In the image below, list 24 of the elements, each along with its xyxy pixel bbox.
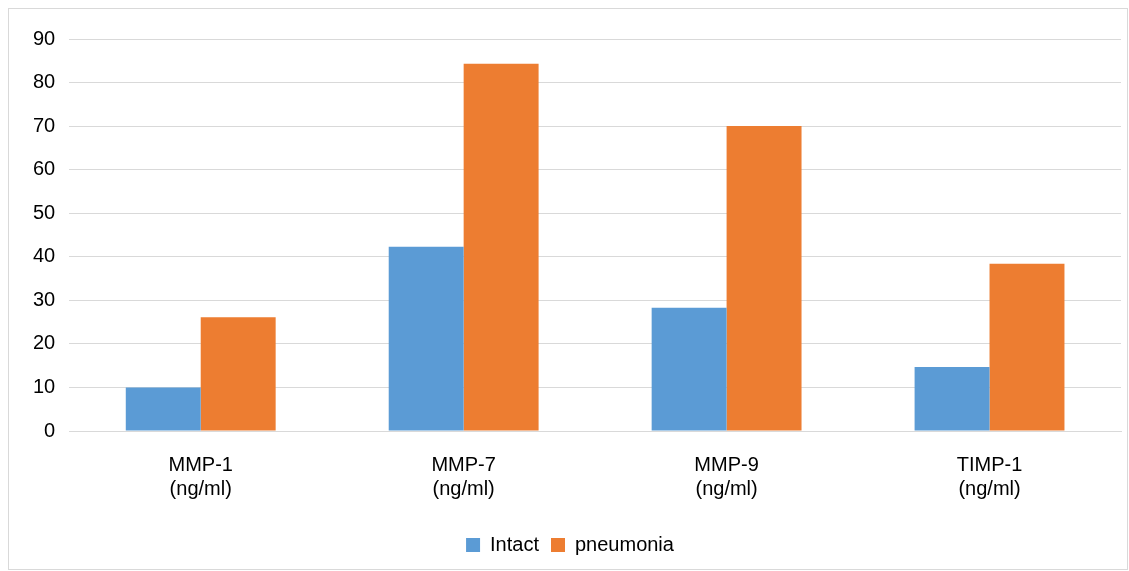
- y-tick-label: 70: [33, 113, 56, 136]
- legend-label: Intact: [490, 532, 540, 555]
- bar: [125, 387, 201, 431]
- y-tick-label: 20: [33, 331, 56, 354]
- y-tick-label: 10: [33, 374, 56, 397]
- bar: [726, 126, 802, 431]
- bar: [200, 317, 276, 431]
- y-tick-label: 0: [44, 418, 56, 441]
- y-tick-label: 80: [33, 70, 56, 93]
- bar: [651, 307, 727, 431]
- y-tick-label: 90: [33, 26, 56, 49]
- y-tick-label: 30: [33, 287, 56, 310]
- y-tick-label: 60: [33, 157, 56, 180]
- x-tick-label: MMP-1 (ng/ml): [168, 452, 233, 499]
- bar: [463, 63, 539, 431]
- x-tick-label: TIMP-1 (ng/ml): [956, 452, 1023, 499]
- y-tick-label: 50: [33, 200, 56, 223]
- bar: [989, 263, 1065, 431]
- bar: [914, 366, 990, 431]
- x-tick-label: MMP-7 (ng/ml): [431, 452, 496, 499]
- x-tick-label: MMP-9 (ng/ml): [694, 452, 759, 499]
- bar: [388, 246, 464, 431]
- y-tick-label: 40: [33, 244, 56, 267]
- legend-label: pneumonia: [574, 532, 675, 555]
